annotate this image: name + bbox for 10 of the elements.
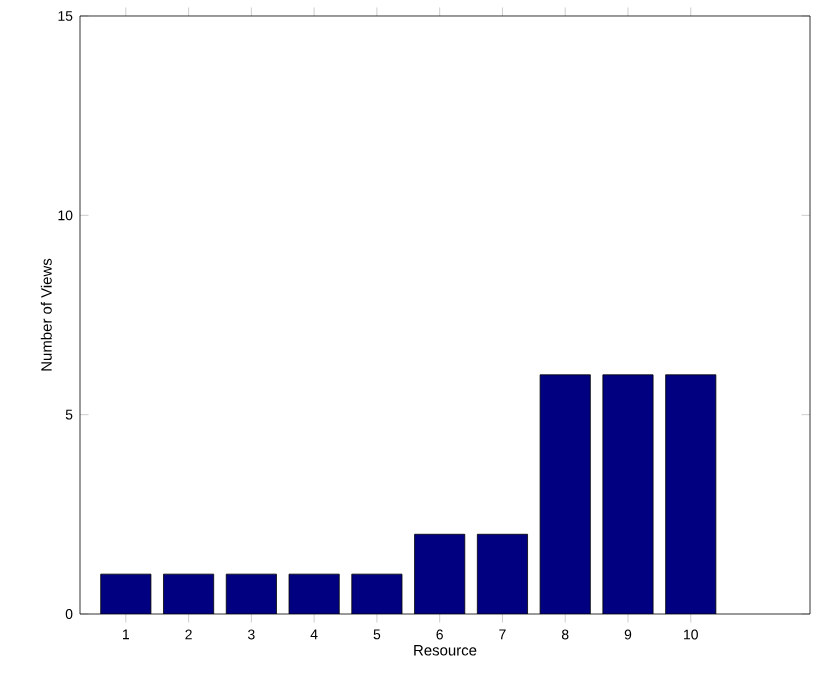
- bar: [351, 574, 403, 614]
- bar: [540, 374, 591, 614]
- bar: [289, 574, 340, 614]
- bar: [100, 574, 151, 614]
- bar: [602, 374, 654, 614]
- bar: [226, 574, 277, 614]
- bar: [414, 534, 465, 614]
- bar: [665, 374, 717, 614]
- bar: [477, 534, 528, 614]
- bar: [163, 574, 214, 614]
